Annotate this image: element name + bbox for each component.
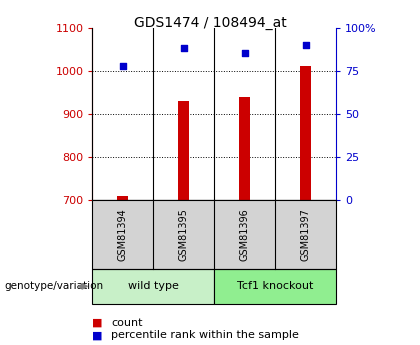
Text: count: count	[111, 318, 143, 327]
Text: genotype/variation: genotype/variation	[4, 282, 103, 291]
Point	[241, 51, 248, 56]
Text: GDS1474 / 108494_at: GDS1474 / 108494_at	[134, 16, 286, 30]
Bar	[300, 66, 311, 200]
Text: ■: ■	[92, 331, 103, 340]
Text: GSM81394: GSM81394	[118, 208, 128, 261]
Text: wild type: wild type	[128, 282, 179, 291]
Text: ■: ■	[92, 318, 103, 327]
Bar	[178, 101, 189, 200]
Text: percentile rank within the sample: percentile rank within the sample	[111, 331, 299, 340]
Text: GSM81396: GSM81396	[240, 208, 249, 261]
Bar	[117, 196, 129, 200]
Text: GSM81397: GSM81397	[301, 208, 310, 261]
Bar	[239, 97, 250, 200]
Text: GSM81395: GSM81395	[179, 208, 189, 261]
Point	[120, 63, 126, 68]
Point	[302, 42, 309, 48]
Text: Tcf1 knockout: Tcf1 knockout	[237, 282, 313, 291]
Point	[181, 46, 187, 51]
